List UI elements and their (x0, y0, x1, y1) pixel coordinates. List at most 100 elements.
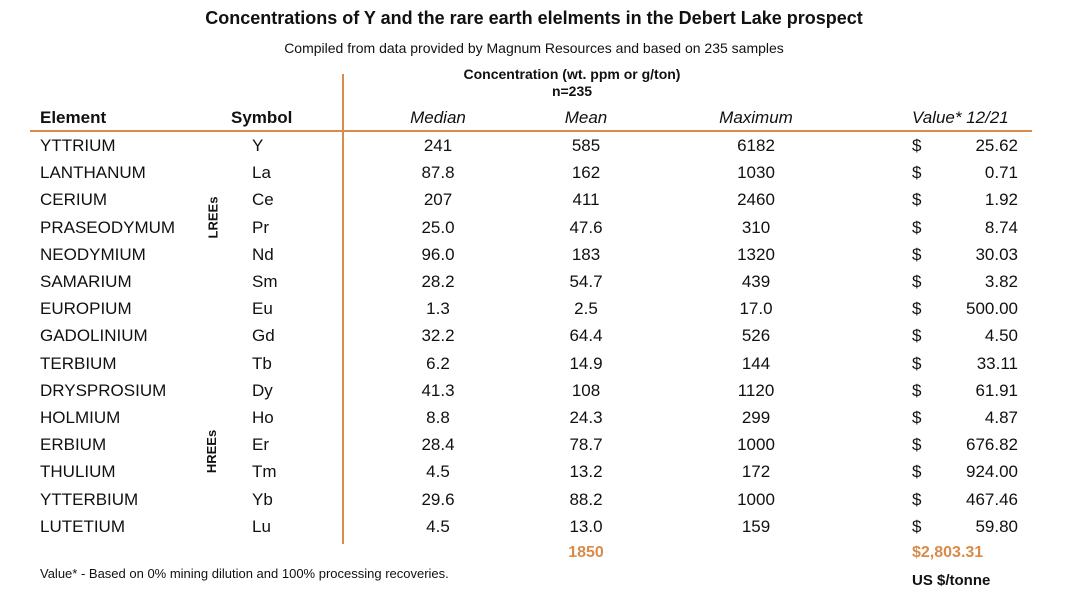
cell-currency-symbol: $ (912, 380, 922, 400)
cell-element: LANTHANUM (40, 163, 146, 183)
cell-value: 924.00 (966, 462, 1018, 482)
table-row: PRASEODYMUM Pr 25.0 47.6 310 8.74 $ (0, 214, 1068, 241)
table-row: LUTETIUM Lu 4.5 13.0 159 59.80 $ (0, 513, 1068, 540)
table-row: LANTHANUM La 87.8 162 1030 0.71 $ (0, 159, 1068, 186)
table-row: SAMARIUM Sm 28.2 54.7 439 3.82 $ (0, 268, 1068, 295)
cell-element: GADOLINIUM (40, 326, 148, 346)
table-row: DRYSPROSIUM Dy 41.3 108 1120 61.91 $ (0, 377, 1068, 404)
table-row: GADOLINIUM Gd 32.2 64.4 526 4.50 $ (0, 322, 1068, 349)
cell-symbol: Yb (252, 489, 273, 509)
cell-median: 6.2 (426, 353, 450, 373)
cell-symbol: Lu (252, 516, 271, 536)
table-row: NEODYMIUM Nd 96.0 183 1320 30.03 $ (0, 241, 1068, 268)
cell-maximum: 159 (741, 516, 771, 536)
cell-maximum: 310 (741, 217, 771, 237)
cell-mean: 411 (572, 190, 600, 210)
cell-currency-symbol: $ (912, 272, 922, 291)
cell-currency-symbol: $ (912, 462, 922, 482)
cell-element: LUTETIUM (40, 516, 125, 536)
cell-median: 8.8 (426, 408, 450, 427)
cell-element: TERBIUM (40, 353, 117, 373)
cell-element: YTTERBIUM (40, 489, 139, 509)
cell-maximum: 526 (741, 326, 771, 346)
cell-value: 25.62 (975, 136, 1018, 155)
cell-mean: 183 (571, 244, 601, 264)
table-row: YTTERBIUM Yb 29.6 88.2 1000 467.46 $ (0, 486, 1068, 513)
cell-median: 87.8 (421, 163, 455, 183)
column-header-element: Element (40, 108, 107, 127)
cell-maximum: 172 (741, 462, 771, 482)
concentration-header-units: Concentration (wt. ppm or g/ton) (463, 66, 681, 82)
column-divider (342, 74, 344, 544)
cell-symbol: Sm (252, 272, 278, 291)
cell-value: 59.80 (975, 516, 1018, 536)
cell-mean: 24.3 (569, 408, 603, 427)
cell-value: 4.50 (984, 326, 1018, 346)
cell-median: 32.2 (421, 326, 455, 346)
cell-element: HOLMIUM (40, 408, 121, 427)
cell-maximum: 1120 (737, 380, 775, 400)
cell-maximum: 17.0 (739, 299, 773, 319)
column-header-mean: Mean (564, 108, 608, 127)
cell-mean: 585 (571, 136, 601, 155)
column-header-symbol: Symbol (231, 108, 293, 127)
cell-median: 1.3 (426, 299, 450, 319)
cell-element: SAMARIUM (40, 272, 132, 291)
cell-median: 241 (423, 136, 453, 155)
concentration-header: Concentration (wt. ppm or g/ton) n=235 (372, 66, 772, 100)
cell-currency-symbol: $ (912, 299, 922, 319)
cell-symbol: Eu (252, 299, 273, 319)
cell-value: 61.91 (975, 380, 1018, 400)
cell-maximum: 439 (741, 272, 771, 291)
cell-maximum: 1030 (737, 163, 775, 183)
cell-element: DRYSPROSIUM (40, 380, 167, 400)
cell-mean: 162 (571, 163, 601, 183)
table-row: HOLMIUM Ho 8.8 24.3 299 4.87 $ (0, 404, 1068, 431)
cell-maximum: 1320 (737, 244, 775, 264)
cell-symbol: Dy (252, 380, 273, 400)
cell-median: 207 (423, 190, 453, 210)
cell-median: 4.5 (426, 516, 450, 536)
cell-maximum: 299 (741, 408, 771, 427)
cell-symbol: Nd (252, 244, 274, 264)
cell-median: 28.2 (421, 272, 455, 291)
cell-median: 28.4 (421, 435, 455, 455)
unit-note: US $/tonne (912, 572, 991, 589)
cell-mean: 88.2 (569, 489, 603, 509)
cell-maximum: 144 (741, 353, 771, 373)
cell-currency-symbol: $ (912, 136, 922, 155)
cell-mean: 14.9 (569, 353, 603, 373)
cell-value: 676.82 (966, 435, 1018, 455)
cell-currency-symbol: $ (912, 326, 922, 346)
cell-symbol: Pr (252, 217, 269, 237)
cell-currency-symbol: $ (912, 435, 922, 455)
cell-currency-symbol: $ (912, 244, 922, 264)
cell-currency-symbol: $ (912, 217, 922, 237)
cell-median: 25.0 (421, 217, 455, 237)
cell-value: 0.71 (984, 163, 1018, 183)
cell-currency-symbol: $ (912, 190, 922, 210)
footnote: Value* - Based on 0% mining dilution and… (40, 566, 449, 581)
table-row: CERIUM Ce 207 411 2460 1.92 $ (0, 186, 1068, 213)
cell-symbol: Tm (252, 462, 277, 482)
cell-value: 8.74 (984, 217, 1018, 237)
table-row: TERBIUM Tb 6.2 14.9 144 33.11 $ (0, 350, 1068, 377)
cell-maximum: 1000 (737, 435, 775, 455)
table-subtitle: Compiled from data provided by Magnum Re… (284, 40, 784, 56)
cell-median: 4.5 (426, 462, 450, 482)
table-row: EUROPIUM Eu 1.3 2.5 17.0 500.00 $ (0, 295, 1068, 322)
cell-element: NEODYMIUM (40, 244, 146, 264)
cell-mean: 64.4 (569, 326, 603, 346)
cell-value: 3.82 (984, 272, 1018, 291)
cell-maximum: 6182 (737, 136, 775, 155)
header-divider (30, 130, 1032, 132)
cell-value: 4.87 (984, 408, 1018, 427)
cell-symbol: Gd (252, 326, 275, 346)
table-row: ERBIUM Er 28.4 78.7 1000 676.82 $ (0, 431, 1068, 458)
table-title: Concentrations of Y and the rare earth e… (205, 8, 863, 28)
cell-mean: 54.7 (569, 272, 603, 291)
cell-value: 1.92 (984, 190, 1018, 210)
cell-element: PRASEODYMUM (40, 217, 176, 237)
cell-symbol: La (252, 163, 271, 183)
cell-symbol: Ho (252, 408, 274, 427)
